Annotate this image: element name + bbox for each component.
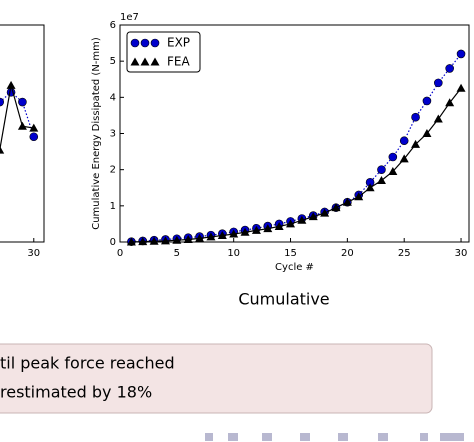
marker xyxy=(29,132,39,142)
x-tick-label: 30 xyxy=(455,248,468,259)
y-axis-label: Cumulative Energy Dissipated (N-mm) xyxy=(91,37,102,230)
x-axis-label: Cycle # xyxy=(275,262,314,273)
marker xyxy=(206,232,216,241)
nav-icon xyxy=(228,433,238,441)
x-tick-label: 20 xyxy=(341,248,354,259)
marker xyxy=(263,224,273,233)
marker xyxy=(251,225,261,234)
legend-label: EXP xyxy=(167,36,190,50)
marker xyxy=(17,121,27,130)
legend-marker xyxy=(130,57,140,66)
marker xyxy=(229,229,239,238)
marker xyxy=(297,215,307,224)
marker xyxy=(138,237,148,246)
marker xyxy=(456,49,466,59)
marker xyxy=(377,165,386,174)
caption: Cumulative xyxy=(238,290,329,309)
series-line xyxy=(131,87,462,243)
nav-icon xyxy=(205,433,213,441)
marker xyxy=(399,154,409,163)
marker xyxy=(456,83,466,92)
legend-marker xyxy=(130,38,140,48)
callout-line: restimated by 18% xyxy=(0,383,152,402)
marker xyxy=(331,203,341,212)
nav-symbols xyxy=(205,433,464,441)
nav-icon xyxy=(338,433,348,441)
marker xyxy=(183,234,193,243)
marker xyxy=(342,197,352,206)
nav-icon xyxy=(262,433,272,441)
legend-label: FEA xyxy=(167,55,190,69)
y-tick-label: 2 xyxy=(110,165,116,176)
marker xyxy=(422,96,432,106)
marker xyxy=(445,64,454,73)
marker xyxy=(388,152,398,162)
x-tick-label: 25 xyxy=(398,248,411,259)
offset-label: 1e7 xyxy=(120,12,139,23)
nav-icon xyxy=(300,433,310,441)
marker xyxy=(434,78,443,88)
marker xyxy=(274,221,284,230)
legend-marker xyxy=(150,38,160,48)
marker xyxy=(388,166,398,175)
marker xyxy=(445,98,455,107)
marker xyxy=(0,146,5,154)
marker xyxy=(422,129,432,137)
marker xyxy=(433,114,443,123)
marker xyxy=(195,233,205,242)
marker xyxy=(320,208,330,217)
callout-line: til peak force reached xyxy=(0,354,175,373)
callout-box xyxy=(0,343,433,414)
marker xyxy=(365,183,375,192)
marker xyxy=(126,237,136,246)
plot-frame xyxy=(0,24,45,243)
marker xyxy=(0,97,4,107)
marker xyxy=(308,212,318,221)
x-tick-label: 0 xyxy=(117,248,123,259)
y-tick-label: 1 xyxy=(110,201,116,212)
marker xyxy=(29,123,39,132)
series-line xyxy=(0,91,35,137)
marker xyxy=(399,136,409,146)
marker xyxy=(6,80,16,89)
nav-icon xyxy=(420,433,428,441)
marker xyxy=(217,230,227,239)
x-tick-label: 15 xyxy=(284,248,297,259)
y-tick-label: 6 xyxy=(110,20,116,31)
y-tick-label: 5 xyxy=(110,56,116,67)
x-tick-label: 30 xyxy=(27,248,40,259)
nav-icon xyxy=(440,433,464,441)
marker xyxy=(18,97,27,107)
y-tick-label: 4 xyxy=(110,92,116,103)
marker xyxy=(411,112,420,122)
legend-marker xyxy=(150,57,160,66)
marker xyxy=(172,235,182,244)
marker xyxy=(149,236,159,245)
legend-marker xyxy=(140,57,150,66)
marker xyxy=(240,227,250,236)
nav-icon xyxy=(378,433,388,441)
x-tick-label: 10 xyxy=(227,248,240,259)
y-tick-label: 0 xyxy=(110,237,116,248)
marker xyxy=(354,192,364,201)
marker xyxy=(160,236,170,245)
y-tick-label: 3 xyxy=(110,129,116,140)
marker xyxy=(411,139,421,148)
x-tick-label: 5 xyxy=(174,248,180,259)
series-line xyxy=(0,85,34,151)
marker xyxy=(376,176,386,185)
legend-marker xyxy=(140,38,150,48)
marker xyxy=(286,219,296,228)
